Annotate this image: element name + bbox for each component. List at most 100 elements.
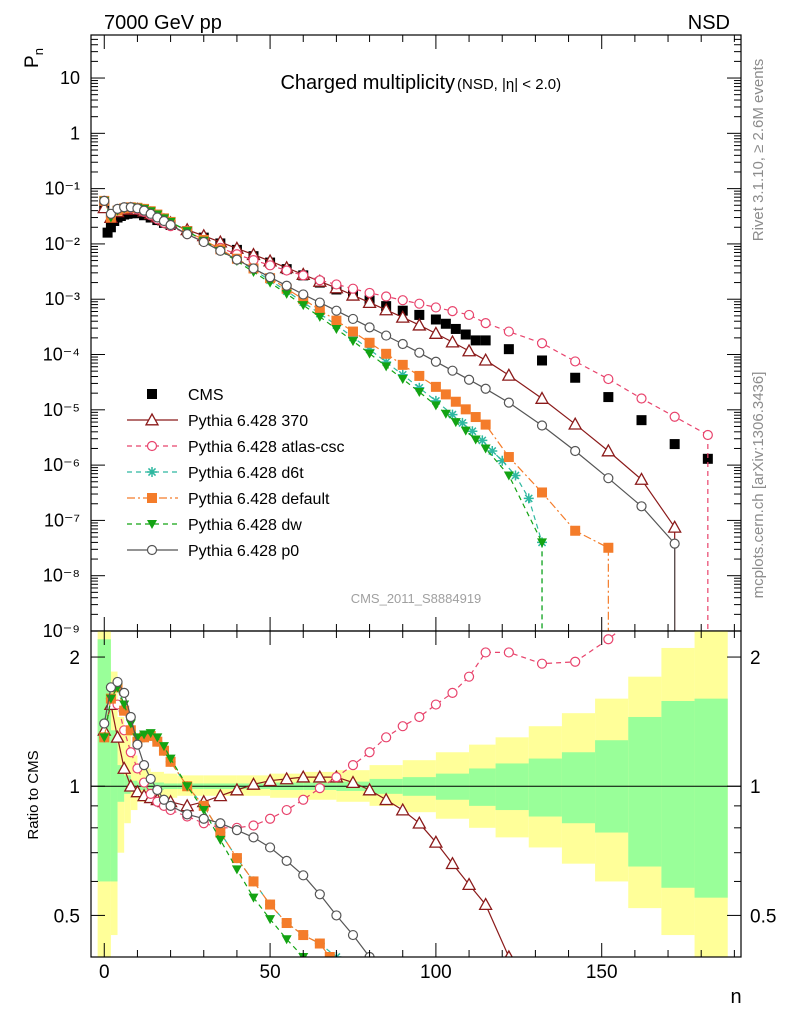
pythia-6-428-370-ratio-point (445, 856, 460, 870)
pythia-6-428-370-ratio-point (395, 802, 410, 816)
pythia-6-428-370-ratio-point (478, 897, 493, 911)
pythia-6-428-default-point (603, 542, 614, 553)
series-pythia-6-428-370 (97, 200, 682, 631)
pythia-6-428-atlas-csc-point (281, 265, 292, 276)
pythia-6-428-d6t-point (477, 435, 488, 446)
main-y-ticks: 10⁻⁹ 10⁻⁸ 10⁻⁷ 10⁻⁶ 10⁻⁵ 10⁻⁴ 10⁻³ 10⁻² 10⁻¹ 1 10 (43, 34, 741, 641)
ratio-y-tick-label-right: 2 (750, 648, 761, 669)
pythia-6-428-default-point (331, 315, 342, 326)
pythia-6-428-dw-ratio-point (281, 935, 292, 945)
pythia-6-428-370-point (534, 391, 550, 404)
main-title: Charged multiplicity (280, 72, 455, 94)
pythia-6-428-atlas-csc-ratio-point (480, 647, 491, 658)
pythia-6-428-dw-ratio-point (145, 729, 156, 739)
main-x-ticks (103, 35, 735, 631)
pythia-6-428-default-ratio-point (314, 938, 325, 949)
pythia-6-428-default-point (460, 404, 471, 415)
pythia-6-428-p0-point (314, 297, 325, 308)
pythia-6-428-p0-ratio-point (105, 682, 116, 693)
pythia-6-428-atlas-csc-point (480, 317, 491, 329)
pythia-6-428-atlas-csc-point (381, 291, 392, 302)
pythia-6-428-dw-ratio-point (198, 806, 209, 816)
stat-uncertainty-band (117, 765, 125, 802)
pythia-6-428-370-ratio-point (461, 877, 477, 891)
pythia-6-428-dw-ratio-point (152, 733, 163, 743)
pythia-6-428-p0-ratio-point (231, 825, 243, 836)
pythia-6-428-370-ratio-point (117, 761, 132, 774)
pythia-6-428-dw-point (460, 426, 471, 436)
pythia-6-428-atlas-csc-ratio-point (463, 671, 475, 682)
pythia-6-428-370-ratio-point (428, 835, 444, 848)
pythia-6-428-default-ratio-point (215, 827, 226, 838)
series-pythia-6-428-default (99, 195, 614, 631)
main-y-tick-label: 10⁻⁶ (43, 455, 80, 475)
pythia-6-428-p0-ratio-point (215, 818, 226, 829)
pythia-6-428-p0-ratio-point (198, 813, 209, 824)
main-y-axis-label-main: P (22, 55, 43, 68)
stat-uncertainty-band (528, 758, 562, 817)
pythia-6-428-dw-ratio-point (215, 835, 226, 845)
pythia-6-428-370-ratio-point (279, 771, 294, 785)
legend-item-pythia-6-428-default: Pythia 6.428 default (127, 491, 330, 508)
pythia-6-428-370-point (501, 368, 516, 381)
cms-point (430, 314, 441, 325)
cms-point (414, 309, 425, 320)
pythia-6-428-370-point (461, 343, 477, 357)
pythia-6-428-dw-point (480, 444, 491, 454)
ratio-y-tick-label: 1 (69, 777, 80, 798)
pythia-6-428-p0-point (105, 208, 116, 219)
legend-marker (146, 440, 158, 452)
mcplots-reference-label: mcplots.cern.ch [arXiv:1306.3436] (750, 372, 767, 599)
pythia-6-428-dw-point (537, 538, 548, 548)
pythia-6-428-atlas-csc-point (570, 356, 581, 367)
pythia-6-428-370-ratio-point (379, 792, 394, 806)
pythia-6-428-p0-point (397, 338, 408, 350)
ratio-series-group (97, 619, 633, 957)
legend: CMS Pythia 6.428 370 Pythia 6.428 atlas-cs… (127, 387, 345, 560)
pythia-6-428-atlas-csc-point (397, 295, 408, 306)
pythia-6-428-default-point (414, 370, 425, 381)
pythia-6-428-atlas-csc-ratio-point (570, 656, 581, 667)
pythia-6-428-atlas-csc-point (364, 287, 375, 299)
pythia-6-428-370-ratio-point (345, 775, 361, 788)
pythia-6-428-default-point (347, 326, 358, 337)
pythia-6-428-atlas-csc-ratio-point (281, 804, 292, 816)
pythia-6-428-p0-ratio-point (152, 784, 163, 796)
legend-item-pythia-6-428-d6t: Pythia 6.428 d6t (127, 465, 304, 482)
pythia-6-428-atlas-csc-ratio-point (624, 619, 633, 628)
pythia-6-428-p0-point (99, 195, 110, 206)
cms-point (702, 453, 713, 464)
pythia-6-428-default-point (480, 419, 491, 430)
pythia-6-428-default-ratio-point (248, 876, 259, 887)
pythia-6-428-370-ratio-point (362, 782, 377, 796)
ratio-uncertainty-bands (91, 631, 741, 957)
pythia-6-428-default-point (381, 348, 392, 359)
pythia-6-428-dw-ratio-point (139, 730, 150, 740)
pythia-6-428-atlas-csc-ratio-point (447, 687, 458, 699)
pythia-6-428-default-point (537, 487, 548, 498)
pythia-6-428-p0-point (281, 280, 292, 291)
pythia-6-428-p0-ratio-point (112, 676, 123, 688)
main-y-tick-label: 10 (60, 68, 80, 88)
main-y-tick-label: 10⁻⁵ (43, 400, 80, 420)
cms-point (460, 329, 471, 340)
pythia-6-428-p0-ratio-point (99, 718, 110, 729)
cms-point (537, 355, 548, 366)
pythia-6-428-p0-point (182, 229, 193, 240)
pythia-6-428-p0-point (248, 263, 259, 274)
pythia-6-428-dw-ratio-point (99, 733, 110, 743)
pythia-6-428-atlas-csc-ratio-point (503, 647, 514, 658)
pythia-6-428-atlas-csc-ratio-point (381, 732, 392, 743)
x-tick-label: 50 (260, 962, 281, 983)
pythia-6-428-370-point (395, 310, 410, 323)
ratio-series-pythia-6-428-p0 (99, 676, 375, 957)
main-subtitle: (NSD, |η| < 2.0) (457, 76, 561, 93)
ratio-panel: 0.5 0.5 1 1 2 2 0 50 100 150 Ratio to CMS n (25, 619, 776, 1008)
pythia-6-428-atlas-csc-point (536, 338, 548, 349)
pythia-6-428-d6t-point (523, 493, 534, 504)
ratio-y-tick-label: 2 (69, 648, 80, 669)
pythia-6-428-p0-ratio-point (314, 889, 325, 900)
pythia-6-428-dw-ratio-point (158, 742, 169, 752)
pythia-6-428-p0-ratio-point (165, 800, 176, 811)
